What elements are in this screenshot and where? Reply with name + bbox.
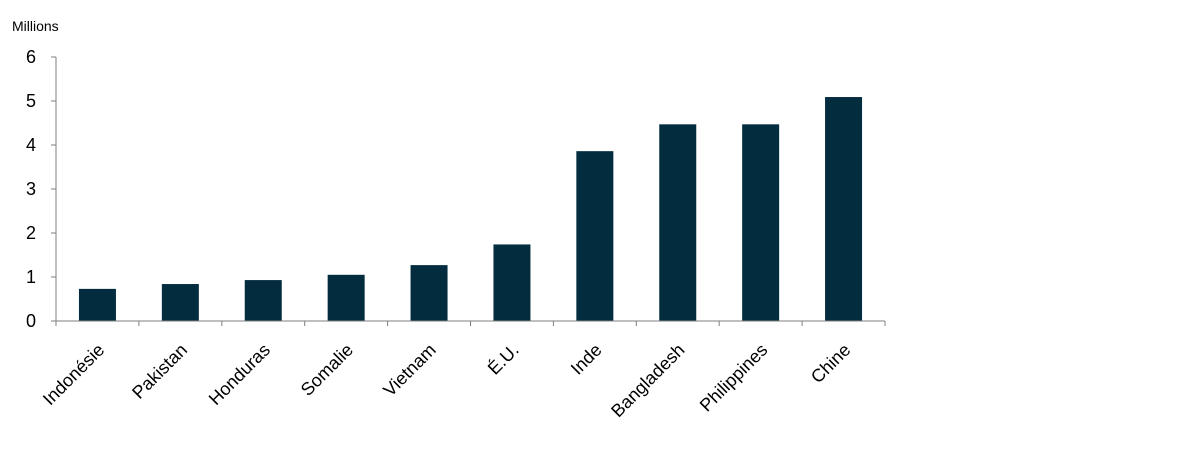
x-tick-label: Pakistan xyxy=(128,340,191,403)
y-axis-unit-label: Millions xyxy=(12,18,59,34)
bar xyxy=(576,151,614,321)
y-tick-label: 1 xyxy=(26,267,36,287)
bar xyxy=(742,124,780,321)
bar xyxy=(493,244,531,321)
x-tick-label: Honduras xyxy=(205,340,274,409)
y-tick-label: 0 xyxy=(26,311,36,331)
bar xyxy=(327,274,365,321)
bar xyxy=(659,124,697,321)
y-tick-label: 4 xyxy=(26,135,36,155)
x-axis-ticks: Indonésie Pakistan Honduras Somalie Vietnam É… xyxy=(39,321,886,421)
bars-group xyxy=(78,97,863,321)
x-tick-label: É.U. xyxy=(484,340,523,379)
bar xyxy=(825,97,863,321)
x-tick-label: Somalie xyxy=(297,340,357,400)
x-tick-label: Philippines xyxy=(696,340,772,416)
bar xyxy=(410,265,448,321)
bar xyxy=(78,288,116,321)
x-tick-label: Indonésie xyxy=(39,340,108,409)
x-tick-label: Chine xyxy=(807,340,854,387)
x-tick-label: Inde xyxy=(567,340,606,379)
y-tick-label: 5 xyxy=(26,91,36,111)
bar xyxy=(161,284,199,321)
bar xyxy=(244,280,282,321)
x-tick-label: Vietnam xyxy=(379,340,440,401)
y-tick-label: 3 xyxy=(26,179,36,199)
y-tick-label: 2 xyxy=(26,223,36,243)
x-tick-label: Bangladesh xyxy=(607,340,688,421)
y-tick-label: 6 xyxy=(26,47,36,67)
y-axis-ticks: 0 1 2 3 4 5 6 xyxy=(26,47,56,331)
